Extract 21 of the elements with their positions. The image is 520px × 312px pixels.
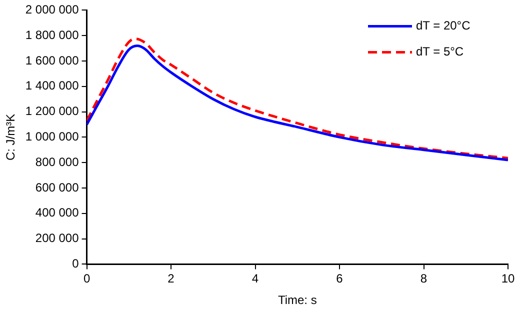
x-tick-label: 10 bbox=[501, 272, 515, 286]
y-tick-label: 1 400 000 bbox=[25, 78, 80, 93]
y-axis-title: C: J/m³K bbox=[4, 114, 18, 161]
y-tick-label: 400 000 bbox=[35, 206, 80, 220]
x-tick-label: 2 bbox=[168, 272, 175, 286]
y-tick-label: 800 000 bbox=[35, 154, 80, 169]
x-tick-label: 4 bbox=[252, 272, 259, 286]
y-tick-label: 2 000 000 bbox=[25, 2, 80, 17]
legend-label: dT = 5°C bbox=[416, 44, 464, 59]
y-tick-label: 1 800 000 bbox=[25, 28, 80, 42]
x-tick-label: 8 bbox=[420, 272, 428, 286]
x-axis-title: Time: s bbox=[278, 293, 317, 308]
x-tick-label: 0 bbox=[83, 272, 90, 286]
y-tick-label: 0 bbox=[72, 256, 80, 271]
y-tick-label: 1 600 000 bbox=[25, 53, 80, 68]
x-tick-label: 6 bbox=[336, 272, 344, 286]
y-tick-label: 200 000 bbox=[35, 231, 80, 246]
y-tick-label: 1 000 000 bbox=[25, 130, 80, 144]
y-tick-label: 1 200 000 bbox=[25, 104, 80, 118]
y-tick-label: 600 000 bbox=[35, 180, 80, 194]
legend-label: dT = 20°C bbox=[416, 18, 471, 33]
